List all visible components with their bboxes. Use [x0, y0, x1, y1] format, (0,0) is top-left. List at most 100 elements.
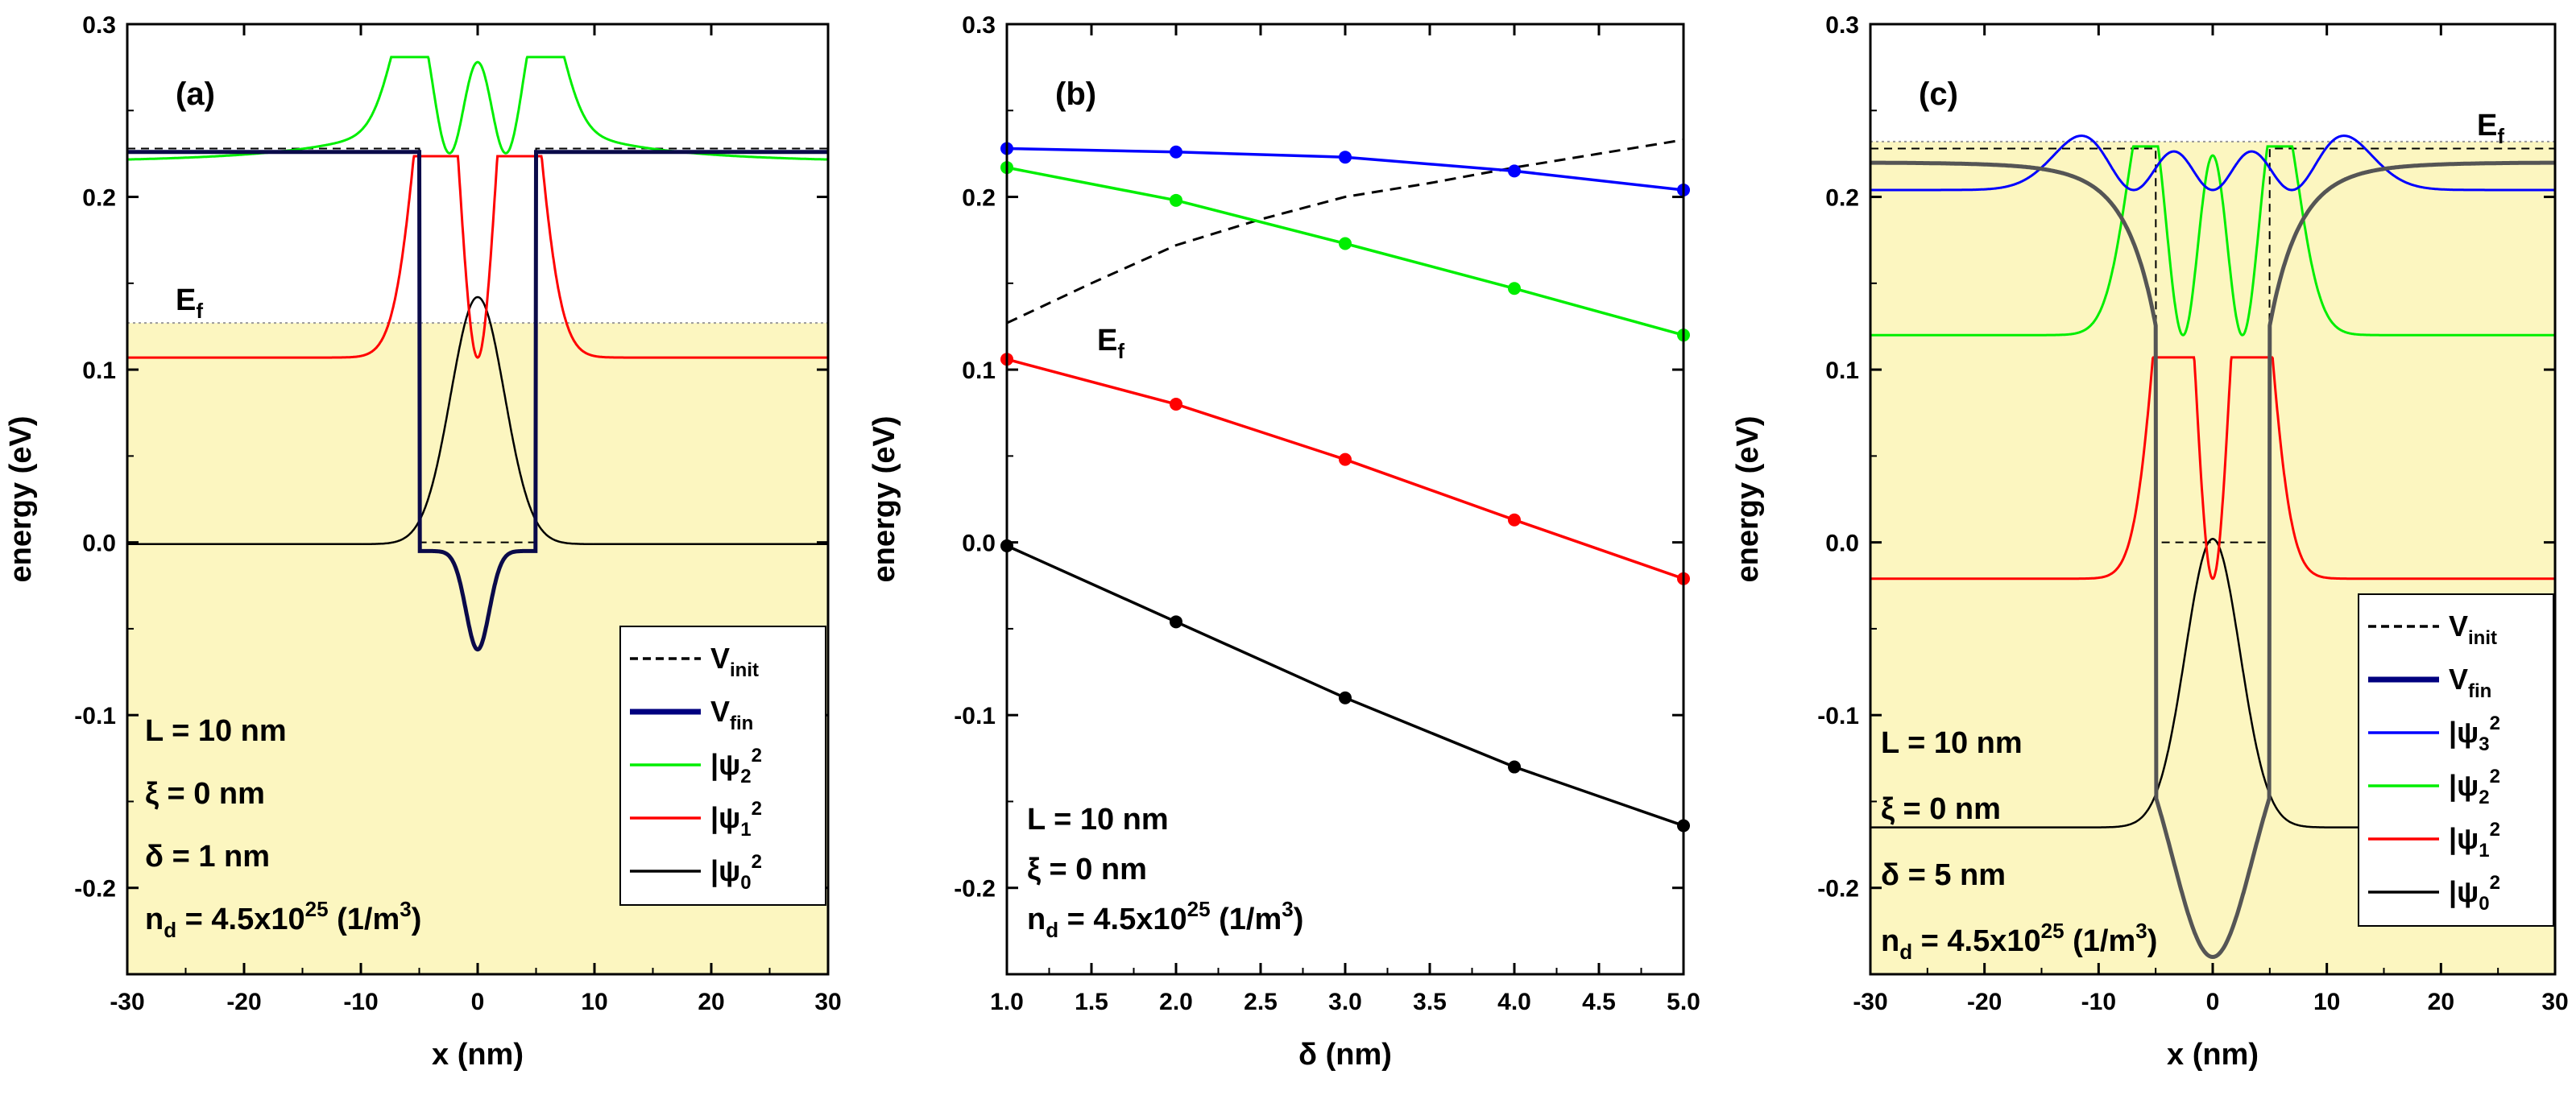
y-tick-label: 0.0 [962, 531, 996, 557]
legend-label: |ψ12 [710, 798, 762, 841]
y-axis-title: energy (eV) [1731, 416, 1765, 583]
x-tick-label: -20 [226, 989, 261, 1015]
y-tick-label: 0.3 [1825, 12, 1859, 39]
wavefunction-ground [127, 295, 828, 546]
x-tick-label: -10 [343, 989, 378, 1015]
y-tick-label: 0.3 [962, 12, 996, 39]
panel-label: (a) [176, 76, 215, 112]
fermi-label: Ef [1097, 324, 1124, 363]
y-tick-label: -0.2 [954, 876, 996, 903]
data-point-E0-3 [1508, 760, 1521, 774]
data-point-E0-1 [1170, 615, 1182, 629]
legend-label: |ψ12 [2449, 819, 2500, 862]
y-tick-label: -0.1 [74, 703, 116, 729]
data-point-E1-2 [1339, 452, 1352, 466]
panel-label: (c) [1919, 76, 1958, 112]
x-tick-label: 2.5 [1244, 989, 1278, 1015]
y-tick-label: 0.2 [962, 185, 996, 212]
x-tick-label: 0 [471, 989, 485, 1015]
x-axis-title: x (nm) [2167, 1038, 2259, 1072]
parameter-annotation: ξ = 0 nm [145, 777, 265, 811]
legend-label: Vfin [710, 695, 753, 734]
y-tick-label: -0.1 [1817, 703, 1859, 729]
parameter-annotation: ξ = 0 nm [1881, 792, 2001, 826]
wavefunction-first [127, 155, 828, 359]
x-tick-label: 2.0 [1159, 989, 1193, 1015]
x-tick-label: -10 [2081, 989, 2116, 1015]
series-line-E1 [1007, 357, 1684, 581]
wavefunction-second [127, 56, 828, 161]
panel-a-chart: -30 -20 -10 0 10 20 30 -0.2 -0.1 0.0 0.1 0.2 0.3 x (n… [4, 12, 842, 1072]
x-tick-label: -20 [1967, 989, 2002, 1015]
v-init-line [1870, 147, 2555, 543]
wavefunction-third [1870, 134, 2555, 192]
legend-label: Vfin [2449, 663, 2491, 702]
legend-label: |ψ22 [710, 745, 762, 787]
fermi-curve [1007, 138, 1684, 324]
data-point-E2-1 [1170, 193, 1182, 207]
density-annotation: nd = 4.5x1025 (1/m3) [145, 897, 421, 942]
panel-c-chart: -30 -20 -10 0 10 20 30 -0.2 -0.1 0.0 0.1 0.2 0.3 x (n… [1731, 12, 2569, 1072]
data-point-E1-1 [1170, 398, 1182, 411]
parameter-annotation: δ = 1 nm [145, 840, 270, 874]
x-tick-label: 4.0 [1497, 989, 1531, 1015]
x-tick-label: 5.0 [1667, 989, 1700, 1015]
v-init-line [127, 147, 828, 543]
wavefunction-first [1870, 356, 2555, 581]
x-tick-label: 3.0 [1328, 989, 1362, 1015]
x-tick-label: 10 [2313, 989, 2340, 1015]
y-tick-label: 0.2 [82, 185, 116, 212]
x-tick-label: 0 [2206, 989, 2220, 1015]
data-point-E3-2 [1339, 151, 1352, 164]
parameter-annotation: δ = 5 nm [1881, 858, 2006, 892]
x-tick-label: 20 [698, 989, 724, 1015]
parameter-annotation: ξ = 0 nm [1027, 853, 1147, 886]
data-point-E3-1 [1170, 145, 1182, 159]
v-fin-line [1870, 160, 2555, 959]
data-point-E2-2 [1339, 237, 1352, 250]
x-tick-label: -30 [1853, 989, 1887, 1015]
y-tick-label: 0.0 [1825, 531, 1859, 557]
y-tick-label: 0.2 [1825, 185, 1859, 212]
x-tick-label: 30 [814, 989, 841, 1015]
data-point-E3-3 [1508, 164, 1521, 178]
panel-b-chart: 1.0 1.5 2.0 2.5 3.0 3.5 4.0 4.5 5.0 -0.2 -0.1 0.0 0.… [868, 12, 1700, 1072]
x-tick-label: 30 [2541, 989, 2568, 1015]
x-tick-label: 4.5 [1582, 989, 1616, 1015]
x-tick-label: 3.5 [1413, 989, 1447, 1015]
v-fin-line [127, 150, 828, 652]
y-axis-title: energy (eV) [868, 416, 901, 583]
data-point-E2-3 [1508, 282, 1521, 295]
plot-area [1870, 134, 2555, 959]
legend-label: |ψ02 [2449, 872, 2500, 915]
series-line-E2 [1007, 166, 1684, 337]
legend-label: Vinit [2449, 609, 2497, 649]
x-tick-label: 20 [2428, 989, 2454, 1015]
parameter-annotation: L = 10 nm [145, 714, 287, 748]
legend-label: |ψ22 [2449, 766, 2500, 808]
y-tick-label: -0.2 [74, 876, 116, 903]
density-annotation: nd = 4.5x1025 (1/m3) [1027, 897, 1303, 942]
y-tick-label: 0.1 [962, 357, 996, 384]
y-tick-label: 0.1 [82, 357, 116, 384]
y-axis-title: energy (eV) [4, 416, 38, 583]
legend-box [2358, 593, 2554, 927]
parameter-annotation: L = 10 nm [1881, 726, 2023, 760]
y-tick-label: 0.1 [1825, 357, 1859, 384]
y-tick-label: -0.2 [1817, 876, 1859, 903]
legend-label: |ψ02 [710, 851, 762, 894]
panel-label: (b) [1055, 76, 1096, 112]
legend-label: |ψ32 [2449, 713, 2500, 755]
density-annotation: nd = 4.5x1025 (1/m3) [1881, 919, 2157, 964]
x-tick-label: 1.0 [990, 989, 1024, 1015]
fermi-label: Ef [176, 283, 203, 323]
x-axis-title: δ (nm) [1298, 1038, 1392, 1072]
wavefunction-second [1870, 145, 2555, 337]
series-line-E0 [1007, 544, 1684, 828]
y-tick-label: -0.1 [954, 703, 996, 729]
parameter-annotation: L = 10 nm [1027, 803, 1169, 837]
x-tick-label: 1.5 [1075, 989, 1108, 1015]
plot-area [127, 56, 828, 652]
y-tick-label: 0.3 [82, 12, 116, 39]
